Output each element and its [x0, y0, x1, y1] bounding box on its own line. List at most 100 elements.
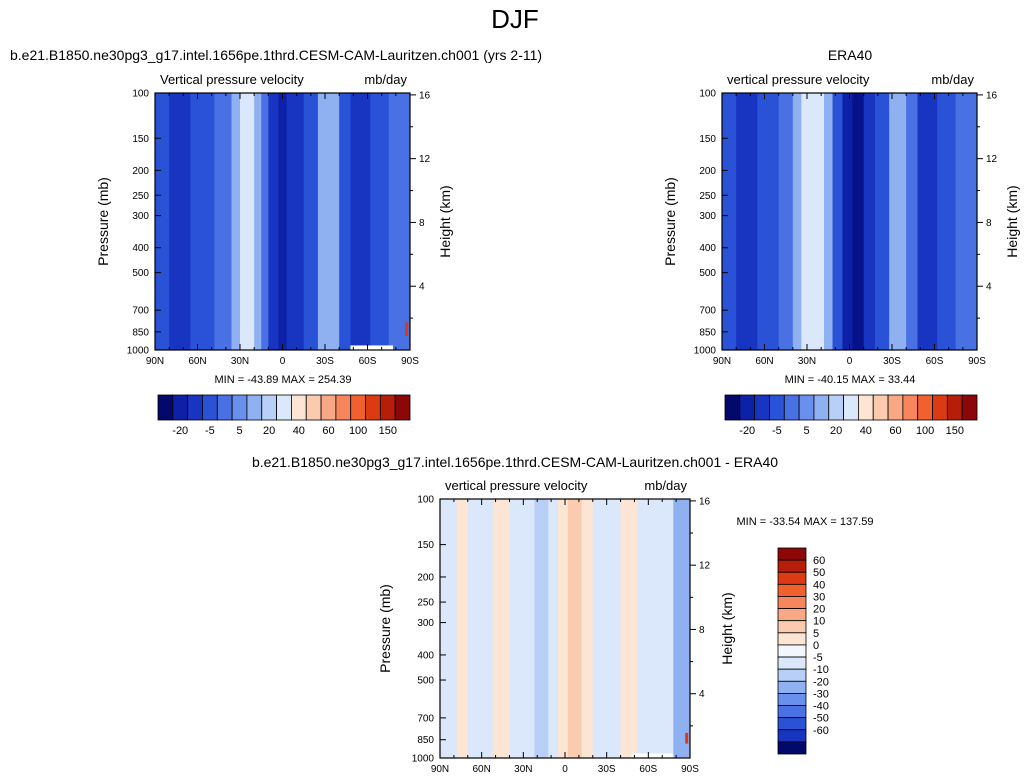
colorbar-label: 5: [813, 628, 819, 640]
y2-axis-title: Height (km): [437, 185, 453, 257]
contour-band: [339, 93, 352, 350]
colorbar-swatch: [291, 394, 307, 421]
y-tick-label: 200: [699, 166, 716, 177]
x-tick-label: 30S: [598, 764, 616, 775]
colorbar-label: 60: [813, 555, 825, 567]
contour-field: [155, 93, 410, 350]
colorbar-label: 50: [813, 567, 825, 579]
contour-band: [637, 499, 674, 758]
y-tick-label: 700: [699, 306, 716, 317]
y-tick-label: 300: [699, 211, 716, 222]
contour-band: [370, 93, 390, 350]
contour-band: [801, 93, 825, 350]
y-tick-label: 1000: [694, 346, 717, 357]
colorbar-swatch: [777, 741, 807, 755]
units-label: mb/day: [364, 72, 407, 87]
missing-data-region: [350, 345, 393, 350]
colorbar-label: 100: [349, 425, 367, 437]
colorbar-swatch: [777, 717, 807, 731]
y-tick-label: 100: [417, 495, 434, 506]
contour-band: [889, 93, 907, 350]
colorbar-swatch: [335, 394, 352, 421]
min-max-stats: MIN = -43.89 MAX = 254.39: [215, 374, 352, 386]
x-tick-label: 30N: [231, 356, 249, 367]
colorbar-label: -20: [739, 425, 755, 437]
colorbar-swatch: [777, 632, 807, 646]
colorbar-swatch: [365, 394, 381, 421]
colorbar-swatch: [858, 394, 874, 421]
colorbar-swatch: [777, 668, 807, 682]
contour-band: [824, 93, 834, 350]
colorbar-swatch: [276, 394, 292, 421]
contour-band: [509, 499, 536, 758]
min-max-stats: MIN = -40.15 MAX = 33.44: [785, 374, 916, 386]
panel-diff: b.e21.B1850.ne30pg3_g17.intel.1656pe.1th…: [252, 454, 874, 775]
colorbar-swatch: [843, 394, 859, 421]
variable-label: Vertical pressure velocity: [160, 72, 304, 87]
contour-band: [852, 93, 865, 350]
units-label: mb/day: [931, 72, 974, 87]
colorbar-label: 60: [322, 425, 334, 437]
colorbar-label: -5: [813, 652, 823, 664]
colorbar-label: -5: [772, 425, 782, 437]
colorbar-swatch: [246, 394, 263, 421]
contour-band: [231, 93, 241, 350]
max-value-mark: [405, 322, 409, 336]
y2-tick-label: 16: [986, 90, 998, 101]
contour-band: [842, 93, 853, 350]
y-tick-label: 850: [417, 735, 434, 746]
colorbar-swatch: [379, 394, 396, 421]
colorbar-swatch: [798, 394, 815, 421]
contour-band: [937, 93, 957, 350]
contour-band: [906, 93, 919, 350]
y-tick-label: 500: [132, 268, 149, 279]
colorbar-swatch: [946, 394, 963, 421]
contour-band: [492, 499, 511, 758]
contour-band: [169, 93, 192, 350]
y-tick-label: 250: [132, 191, 149, 202]
contour-band: [955, 93, 977, 350]
contour-band: [303, 93, 319, 350]
contour-band: [863, 93, 876, 350]
y-axis-title: Pressure (mb): [377, 584, 393, 673]
colorbar-swatch: [777, 596, 807, 609]
min-max-stats: MIN = -33.54 MAX = 137.59: [737, 516, 874, 528]
y2-tick-label: 4: [419, 282, 425, 293]
colorbar-swatch: [961, 394, 978, 421]
contour-band: [592, 499, 622, 758]
x-tick-label: 30S: [883, 356, 901, 367]
colorbar-label: -40: [813, 701, 829, 713]
x-tick-label: 0: [280, 356, 286, 367]
panel-title: b.e21.B1850.ne30pg3_g17.intel.1656pe.1th…: [10, 47, 542, 63]
colorbar-label: 150: [379, 425, 397, 437]
y2-tick-label: 4: [699, 689, 705, 700]
x-tick-label: 0: [847, 356, 853, 367]
y-tick-label: 200: [132, 166, 149, 177]
y-tick-label: 150: [132, 134, 149, 145]
panel-title: b.e21.B1850.ne30pg3_g17.intel.1656pe.1th…: [252, 454, 778, 470]
colorbar-swatch: [320, 394, 337, 421]
colorbar-swatch: [739, 394, 756, 421]
colorbar: -20 -5 5 20 40 60 100 150: [157, 394, 411, 437]
colorbar-label: 20: [813, 604, 825, 616]
colorbar-swatch: [902, 394, 919, 421]
y-tick-label: 850: [699, 327, 716, 338]
x-tick-label: 90N: [431, 764, 449, 775]
variable-label: vertical pressure velocity: [727, 72, 870, 87]
x-tick-label: 60N: [188, 356, 206, 367]
colorbar-label: -20: [813, 676, 829, 688]
contour-band: [467, 499, 494, 758]
y-tick-label: 700: [417, 713, 434, 724]
colorbar-label: 5: [236, 425, 242, 437]
y2-tick-label: 4: [986, 282, 992, 293]
panel-obs: ERA40 vertical pressure velocity mb/day 90N…: [662, 47, 1020, 437]
y-tick-label: 400: [132, 243, 149, 254]
y-tick-label: 100: [132, 89, 149, 100]
colorbar-label: -50: [813, 713, 829, 725]
colorbar-swatch: [350, 394, 366, 421]
colorbar-swatch: [172, 394, 189, 421]
colorbar-label: 40: [860, 425, 872, 437]
colorbar-label: 40: [813, 579, 825, 591]
x-tick-label: 90N: [146, 356, 164, 367]
colorbar-swatch: [872, 394, 889, 421]
